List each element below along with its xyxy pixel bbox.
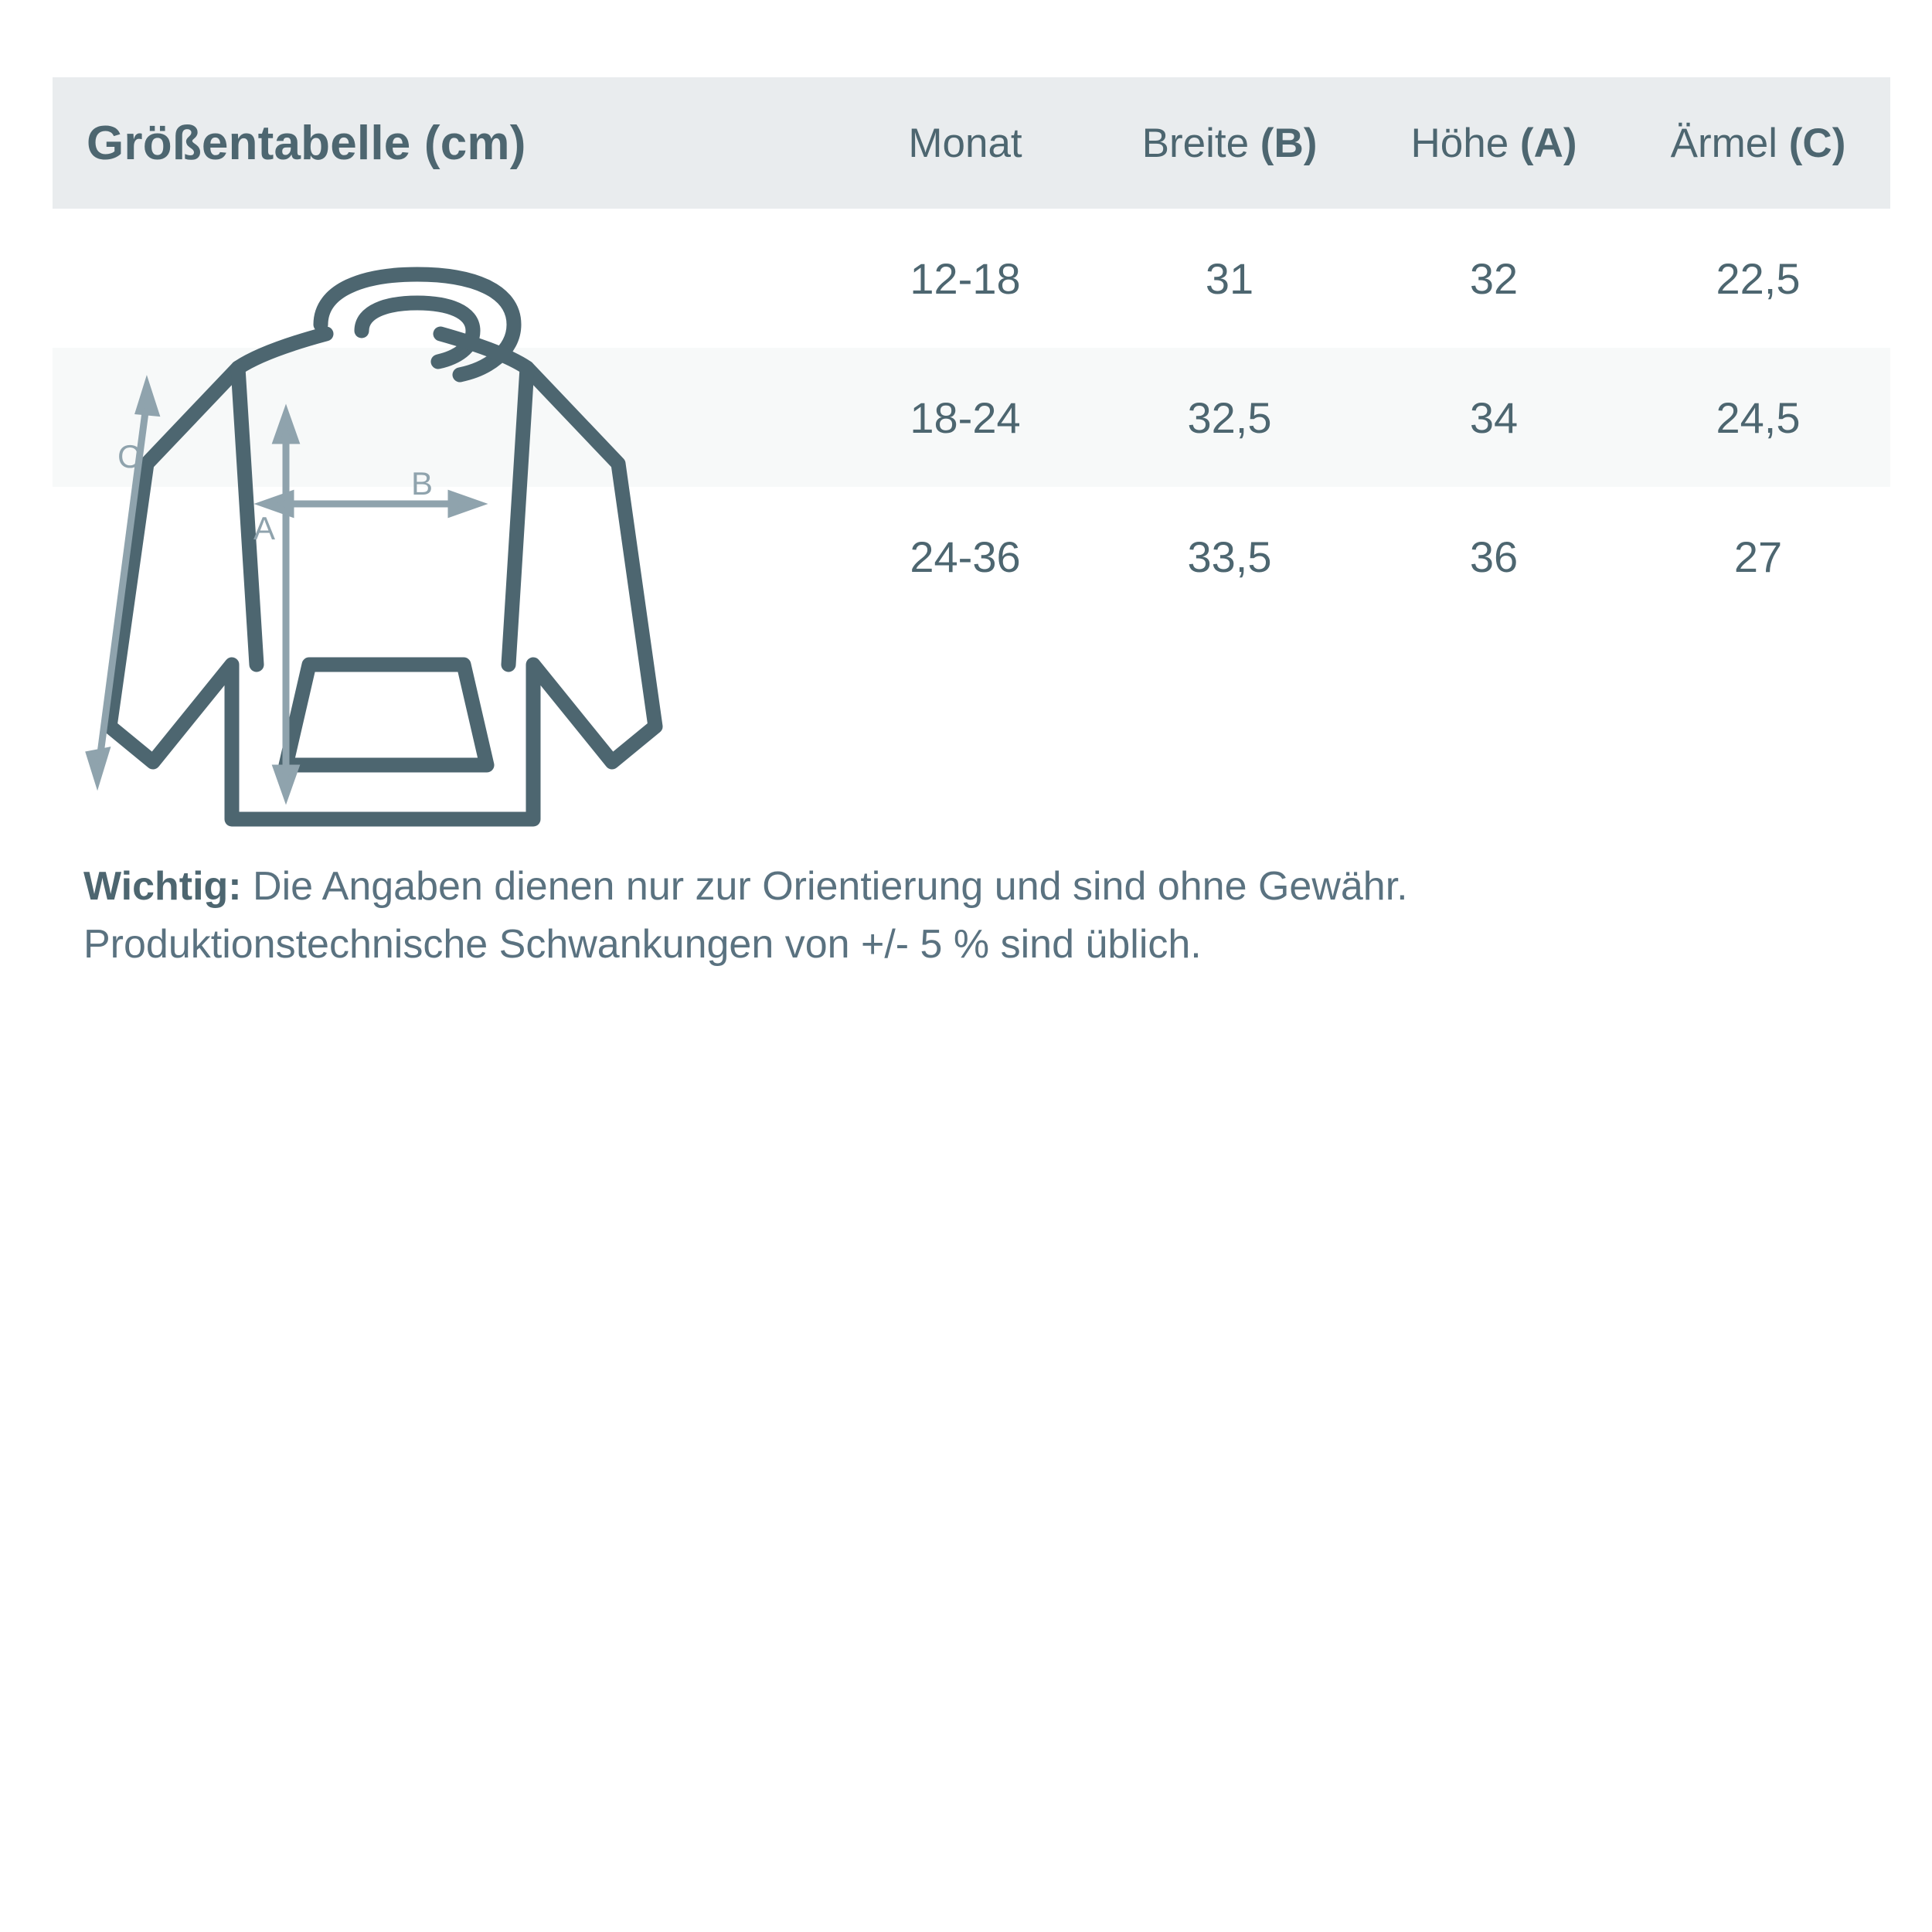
column-header-breite-text: Breite (1141, 120, 1260, 166)
hoodie-outline-icon (102, 267, 663, 827)
arrow-head-a-bottom (271, 764, 301, 805)
column-header-aermel-bold: (C) (1788, 120, 1846, 166)
arrow-head-a-top (271, 403, 301, 444)
cell-breite: 32,5 (1187, 393, 1272, 442)
column-header-hoehe: Höhe (A) (1362, 77, 1626, 209)
arrow-head-b-left (253, 489, 294, 519)
column-header-monat: Monat (833, 77, 1097, 209)
label-a: A (253, 510, 275, 546)
label-c: C (117, 438, 141, 474)
size-table: Größentabelle (cm) Monat Breite (B) Höhe… (53, 77, 1890, 626)
cell-aermel: 24,5 (1716, 393, 1801, 442)
cell-hoehe: 34 (1469, 393, 1519, 442)
column-header-breite: Breite (B) (1097, 77, 1362, 209)
size-table-header: Größentabelle (cm) Monat Breite (B) Höhe… (53, 77, 1890, 209)
table-row: 24-36 33,5 36 27 (53, 487, 1890, 626)
measure-line-c (95, 400, 151, 766)
arrow-head-c-top (134, 375, 161, 417)
cell-breite: 33,5 (1187, 532, 1272, 581)
column-header-monat-text: Monat (908, 120, 1022, 166)
page-title: Größentabelle (cm) (87, 116, 526, 170)
cell-aermel: 27 (1733, 532, 1783, 581)
hoodie-illustration: C A B (54, 232, 781, 850)
footnote-line-1: Wichtig: Die Angaben dienen nur zur Orie… (83, 858, 1861, 916)
label-b: B (411, 465, 433, 502)
column-header-aermel: Ärmel (C) (1626, 77, 1890, 209)
cell-monat: 18-24 (910, 393, 1021, 442)
cell-breite: 31 (1205, 253, 1254, 303)
table-row: 18-24 32,5 34 24,5 (53, 348, 1890, 487)
arrow-head-c-bottom (85, 747, 111, 791)
cell-aermel: 22,5 (1716, 253, 1801, 303)
measurement-arrows (85, 375, 488, 805)
column-header-aermel-text: Ärmel (1670, 120, 1789, 166)
footnote: Wichtig: Die Angaben dienen nur zur Orie… (83, 858, 1861, 975)
size-table-body: 12-18 31 32 22,5 18-24 32,5 34 24,5 24-3… (53, 209, 1890, 626)
cell-hoehe: 32 (1469, 253, 1519, 303)
cell-monat: 12-18 (910, 253, 1021, 303)
arrow-head-b-right (447, 489, 488, 519)
table-row: 12-18 31 32 22,5 (53, 209, 1890, 348)
cell-monat: 24-36 (910, 532, 1021, 581)
cell-hoehe: 36 (1469, 532, 1519, 581)
footnote-line-1-rest: Die Angaben dienen nur zur Orientierung … (241, 864, 1408, 909)
column-header-breite-bold: (B) (1260, 120, 1318, 166)
footnote-strong: Wichtig: (83, 864, 242, 909)
column-header-hoehe-bold: (A) (1519, 120, 1577, 166)
column-header-hoehe-text: Höhe (1410, 120, 1520, 166)
size-table-header-row: Größentabelle (cm) Monat Breite (B) Höhe… (53, 77, 1890, 209)
footnote-line-2: Produktionstechnische Schwankungen von +… (83, 922, 1202, 968)
